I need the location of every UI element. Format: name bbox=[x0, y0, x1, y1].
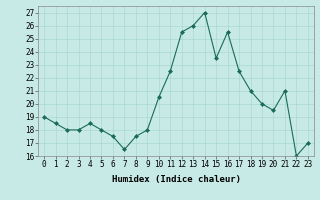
X-axis label: Humidex (Indice chaleur): Humidex (Indice chaleur) bbox=[111, 175, 241, 184]
